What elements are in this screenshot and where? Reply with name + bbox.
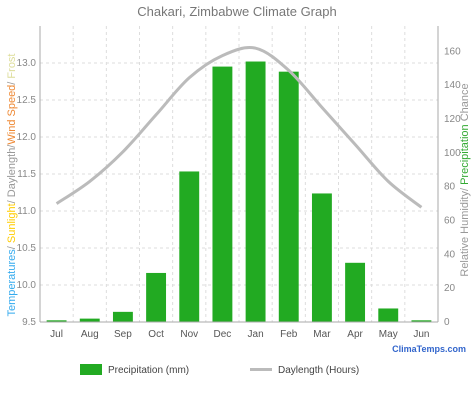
left-axis-label: Temperatures/ Sunlight/ Daylength/Wind S…: [6, 53, 18, 316]
axis-label-part: /: [6, 144, 18, 148]
x-tick-label: Aug: [81, 329, 99, 340]
x-tick-label: Mar: [313, 329, 331, 340]
precipitation-bar: [46, 320, 67, 322]
axis-label-part: Precipitation: [459, 124, 471, 185]
left-tick-label: 10.5: [17, 243, 37, 254]
precipitation-bar: [345, 262, 366, 322]
legend-label-precipitation: Precipitation (mm): [108, 365, 189, 376]
x-tick-label: Dec: [214, 329, 232, 340]
precipitation-bar: [179, 171, 200, 322]
daylength-line: [55, 46, 423, 209]
x-tick-label: Apr: [347, 329, 363, 340]
axis-label-part: Temperatures: [6, 249, 18, 317]
chart-title: Chakari, Zimbabwe Climate Graph: [137, 4, 336, 19]
axis-label-part: Relative Humidity: [459, 191, 471, 277]
left-tick-label: 9.5: [22, 317, 36, 328]
right-tick-label: 160: [444, 46, 461, 57]
axis-label-part: Chance: [459, 83, 471, 121]
left-tick-label: 12.5: [17, 95, 37, 106]
right-tick-label: 140: [444, 80, 461, 91]
right-tick-label: 40: [444, 249, 456, 260]
x-tick-label: Feb: [280, 329, 298, 340]
right-tick-label: 100: [444, 148, 461, 159]
daylength-line-layer: [55, 46, 423, 209]
precipitation-bar: [212, 66, 233, 322]
precipitation-bar: [112, 311, 133, 322]
x-tick-label: Sep: [114, 329, 132, 340]
brand-label[interactable]: ClimaTemps.com: [392, 344, 466, 354]
axis-label-part: /: [6, 197, 18, 203]
precipitation-bar: [311, 193, 332, 322]
axis-label-part: /: [6, 243, 18, 249]
axis-label-part: /: [6, 79, 18, 85]
x-tick-label: Oct: [148, 329, 164, 340]
precipitation-bar: [245, 61, 266, 323]
legend-swatch-precipitation: [80, 364, 102, 375]
axis-label-part: /: [459, 185, 471, 191]
precipitation-bar: [411, 320, 432, 322]
precipitation-bar: [278, 71, 299, 322]
precipitation-bar: [79, 318, 100, 322]
right-tick-label: 20: [444, 283, 456, 294]
axis-label-part: Wind Speed: [6, 85, 18, 145]
axis-label-part: Frost: [6, 53, 18, 78]
axis-label-part: Sunlight: [6, 203, 18, 243]
left-tick-label: 13.0: [17, 58, 37, 69]
precipitation-bar: [378, 308, 399, 322]
left-tick-label: 11.0: [17, 206, 36, 217]
legend: Precipitation (mm) Daylength (Hours): [80, 364, 359, 376]
left-tick-label: 12.0: [17, 132, 37, 143]
x-tick-label: May: [379, 329, 398, 340]
left-tick-label: 11.5: [17, 169, 36, 180]
x-tick-label: Nov: [180, 329, 198, 340]
right-tick-label: 0: [444, 317, 450, 328]
precipitation-bars: [46, 61, 432, 323]
x-tick-label: Jul: [50, 329, 63, 340]
right-axis-label: Relative Humidity/ Precipitation Chance: [459, 83, 471, 276]
right-tick-label: 60: [444, 216, 456, 227]
grid: [39, 26, 439, 323]
axes: 9.5 10.0 10.5 11.0 11.5 12.0 12.5 13.0 0 20 40 60 80…: [17, 26, 461, 340]
left-tick-label: 10.0: [17, 280, 37, 291]
precipitation-bar: [146, 272, 167, 322]
axis-label-part: Daylength: [6, 148, 18, 198]
x-tick-label: Jan: [248, 329, 264, 340]
legend-label-daylength: Daylength (Hours): [278, 365, 359, 376]
right-tick-label: 120: [444, 114, 461, 125]
right-tick-label: 80: [444, 182, 456, 193]
x-tick-label: Jun: [413, 329, 429, 340]
